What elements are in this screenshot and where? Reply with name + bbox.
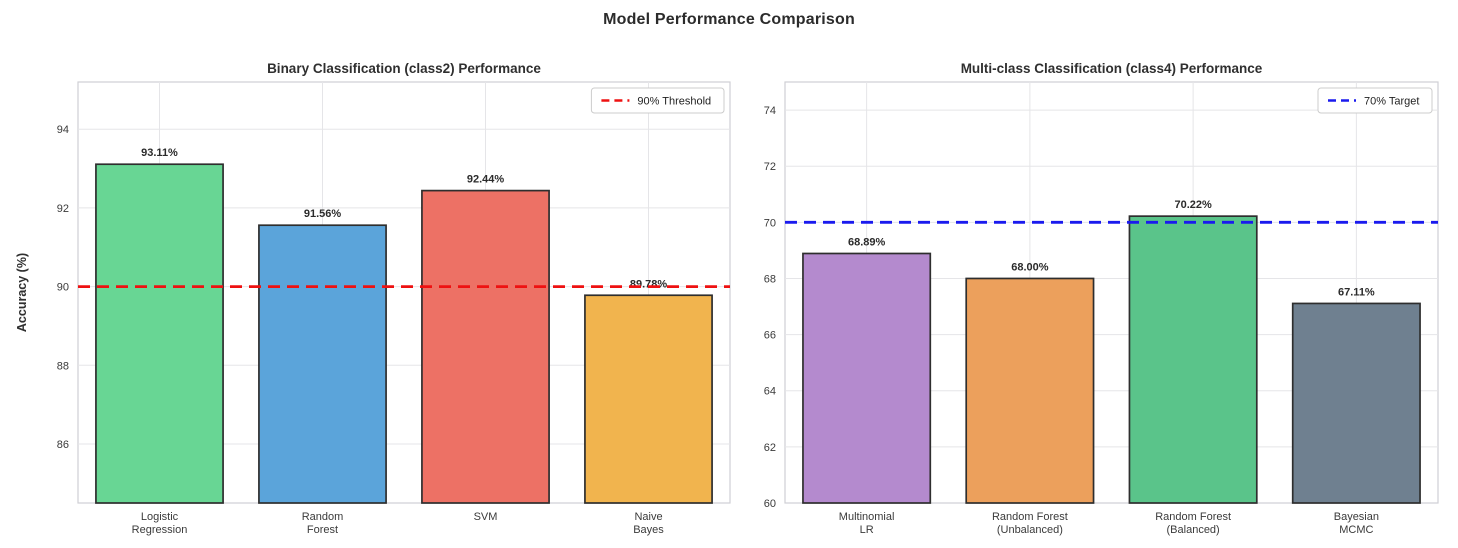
y-tick-label: 92 [57, 203, 69, 215]
y-tick-label: 70 [764, 217, 776, 229]
y-tick-label: 88 [57, 360, 69, 372]
y-tick-label: 74 [764, 105, 776, 117]
legend-label: 70% Target [1364, 96, 1419, 108]
y-axis-label: Accuracy (%) [15, 253, 29, 332]
x-tick-label: SVM [474, 511, 498, 523]
bar-value-label: 68.00% [1011, 261, 1049, 273]
x-tick-label: Random Forest (Unbalanced) [992, 511, 1068, 536]
x-tick-label: Random Forest (Balanced) [1155, 511, 1231, 536]
bar [965, 277, 1095, 504]
bar [95, 163, 224, 504]
bar [1291, 302, 1421, 504]
bar [802, 252, 932, 504]
bar-value-label: 91.56% [304, 208, 342, 220]
binary-chart-title: Binary Classification (class2) Performan… [267, 61, 541, 76]
legend-label: 90% Threshold [637, 96, 711, 108]
binary-chart-canvas: 86 88 90 92 94 93.11% 91.56% 92.44% 89.78% Logist… [15, 81, 731, 536]
bar-value-label: 92.44% [467, 174, 505, 186]
legend-box [590, 87, 725, 114]
x-tick-label: Bayesian MCMC [1334, 511, 1379, 536]
legend: 70% Target [1317, 87, 1433, 114]
y-tick-label: 60 [764, 498, 776, 510]
y-tick-label: 68 [764, 273, 776, 285]
binary-chart-panel: 86 88 90 92 94 93.11% 91.56% 92.44% 89.78% Logist… [0, 48, 740, 548]
x-tick-label: Multinomial LR [839, 511, 895, 536]
y-tick-label: 86 [57, 439, 69, 451]
legend: 90% Threshold [590, 87, 725, 114]
bar-value-label: 67.11% [1338, 286, 1375, 298]
bar-value-label: 68.89% [848, 236, 886, 248]
x-tick-label: Logistic Regression [132, 511, 188, 536]
multiclass-chart-title: Multi-class Classification (class4) Perf… [960, 61, 1263, 76]
x-tick-label: Naive Bayes [633, 511, 664, 536]
bar-value-label: 93.11% [141, 147, 178, 159]
bar [258, 224, 387, 504]
y-tick-label: 94 [57, 124, 69, 136]
bar-value-label: 89.78% [630, 278, 668, 290]
y-tick-label: 66 [764, 330, 776, 342]
legend-box [1317, 87, 1433, 114]
x-tick-label: Random Forest [302, 511, 344, 536]
bar [1128, 215, 1258, 504]
bar [584, 294, 713, 504]
multiclass-chart-canvas: 60 62 64 66 68 70 72 74 68.89% 68.00% 70.22% 67.11%… [764, 81, 1439, 536]
figure-title: Model Performance Comparison [603, 11, 855, 28]
bar [421, 189, 550, 504]
y-tick-label: 62 [764, 442, 776, 454]
multiclass-chart-panel: 60 62 64 66 68 70 72 74 68.89% 68.00% 70.22% 67.11%… [740, 48, 1458, 548]
y-tick-label: 72 [764, 161, 776, 173]
bar-value-label: 70.22% [1174, 199, 1212, 211]
y-tick-label: 90 [57, 282, 69, 294]
y-tick-label: 64 [764, 386, 776, 398]
